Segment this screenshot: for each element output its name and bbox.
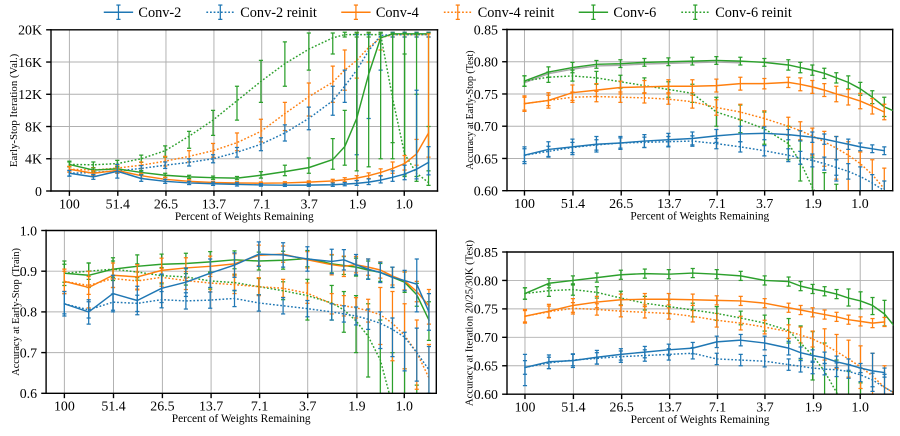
svg-text:0.80: 0.80 bbox=[474, 274, 498, 289]
svg-text:Conv-2: Conv-2 bbox=[138, 5, 181, 21]
svg-text:100: 100 bbox=[515, 400, 536, 415]
svg-text:0.85: 0.85 bbox=[474, 246, 498, 261]
svg-text:3.7: 3.7 bbox=[756, 197, 773, 212]
svg-text:13.7: 13.7 bbox=[657, 197, 681, 212]
svg-text:0.6: 0.6 bbox=[20, 387, 37, 402]
svg-text:7.1: 7.1 bbox=[708, 197, 725, 212]
svg-text:Percent of Weights Remaining: Percent of Weights Remaining bbox=[172, 413, 311, 425]
svg-text:1.0: 1.0 bbox=[396, 400, 413, 415]
svg-text:16K: 16K bbox=[18, 56, 42, 71]
svg-text:26.5: 26.5 bbox=[610, 400, 634, 415]
svg-text:0.60: 0.60 bbox=[474, 185, 498, 200]
svg-text:26.5: 26.5 bbox=[150, 400, 174, 415]
svg-text:1.0: 1.0 bbox=[20, 224, 37, 239]
svg-text:0.65: 0.65 bbox=[474, 360, 498, 375]
svg-text:Conv-6 reinit: Conv-6 reinit bbox=[715, 5, 792, 21]
svg-text:0.65: 0.65 bbox=[474, 152, 498, 167]
svg-text:0: 0 bbox=[35, 185, 42, 200]
svg-text:0.60: 0.60 bbox=[474, 388, 498, 403]
svg-text:13.7: 13.7 bbox=[199, 400, 223, 415]
svg-text:3.7: 3.7 bbox=[299, 400, 316, 415]
svg-text:26.5: 26.5 bbox=[609, 197, 633, 212]
svg-text:Percent of Weights Remaining: Percent of Weights Remaining bbox=[175, 211, 314, 223]
svg-text:1.0: 1.0 bbox=[396, 197, 413, 212]
svg-text:8K: 8K bbox=[25, 120, 42, 135]
svg-text:0.8: 0.8 bbox=[20, 306, 37, 321]
svg-text:51.4: 51.4 bbox=[101, 400, 125, 415]
svg-text:1.0: 1.0 bbox=[852, 400, 869, 415]
svg-text:0.75: 0.75 bbox=[474, 303, 498, 318]
svg-text:1.9: 1.9 bbox=[805, 197, 822, 212]
svg-text:1.9: 1.9 bbox=[805, 400, 822, 415]
svg-text:Conv-4: Conv-4 bbox=[376, 5, 419, 21]
svg-text:12K: 12K bbox=[18, 88, 42, 103]
svg-text:Conv-2 reinit: Conv-2 reinit bbox=[240, 5, 317, 21]
svg-text:Percent of Weights Remaining: Percent of Weights Remaining bbox=[631, 414, 770, 426]
svg-text:0.9: 0.9 bbox=[20, 265, 37, 280]
svg-text:Early-Stop Iteration (Val.): Early-Stop Iteration (Val.) bbox=[8, 53, 20, 167]
svg-text:51.4: 51.4 bbox=[106, 197, 130, 212]
svg-text:Percent of Weights Remaining: Percent of Weights Remaining bbox=[630, 211, 769, 223]
svg-text:1.0: 1.0 bbox=[851, 197, 868, 212]
svg-text:Accuracy at Early-Stop (Test): Accuracy at Early-Stop (Test) bbox=[465, 50, 476, 169]
svg-text:Conv-4 reinit: Conv-4 reinit bbox=[478, 5, 555, 21]
svg-text:1.9: 1.9 bbox=[348, 400, 365, 415]
svg-text:Accuracy at Iteration 20/25/30: Accuracy at Iteration 20/25/30K (Test) bbox=[464, 240, 476, 406]
svg-text:0.80: 0.80 bbox=[474, 56, 498, 71]
svg-text:7.1: 7.1 bbox=[709, 400, 726, 415]
svg-text:0.70: 0.70 bbox=[474, 331, 498, 346]
svg-text:100: 100 bbox=[54, 400, 75, 415]
svg-text:100: 100 bbox=[59, 197, 80, 212]
svg-text:0.70: 0.70 bbox=[474, 120, 498, 135]
svg-text:1.9: 1.9 bbox=[349, 197, 366, 212]
svg-text:3.7: 3.7 bbox=[756, 400, 773, 415]
svg-text:51.4: 51.4 bbox=[561, 400, 585, 415]
svg-text:13.7: 13.7 bbox=[658, 400, 682, 415]
svg-text:7.1: 7.1 bbox=[251, 400, 268, 415]
svg-text:13.7: 13.7 bbox=[202, 197, 226, 212]
svg-text:Accuracy at Early-Stop (Train): Accuracy at Early-Stop (Train) bbox=[11, 248, 22, 376]
svg-text:3.7: 3.7 bbox=[300, 197, 317, 212]
svg-text:7.1: 7.1 bbox=[253, 197, 270, 212]
svg-text:20K: 20K bbox=[18, 24, 42, 39]
svg-text:51.4: 51.4 bbox=[561, 197, 585, 212]
svg-text:26.5: 26.5 bbox=[154, 197, 178, 212]
svg-text:4K: 4K bbox=[25, 153, 42, 168]
svg-text:0.7: 0.7 bbox=[20, 346, 37, 361]
svg-text:0.75: 0.75 bbox=[474, 88, 498, 103]
svg-text:0.85: 0.85 bbox=[474, 23, 498, 38]
svg-text:Conv-6: Conv-6 bbox=[613, 5, 656, 21]
svg-text:100: 100 bbox=[514, 197, 535, 212]
